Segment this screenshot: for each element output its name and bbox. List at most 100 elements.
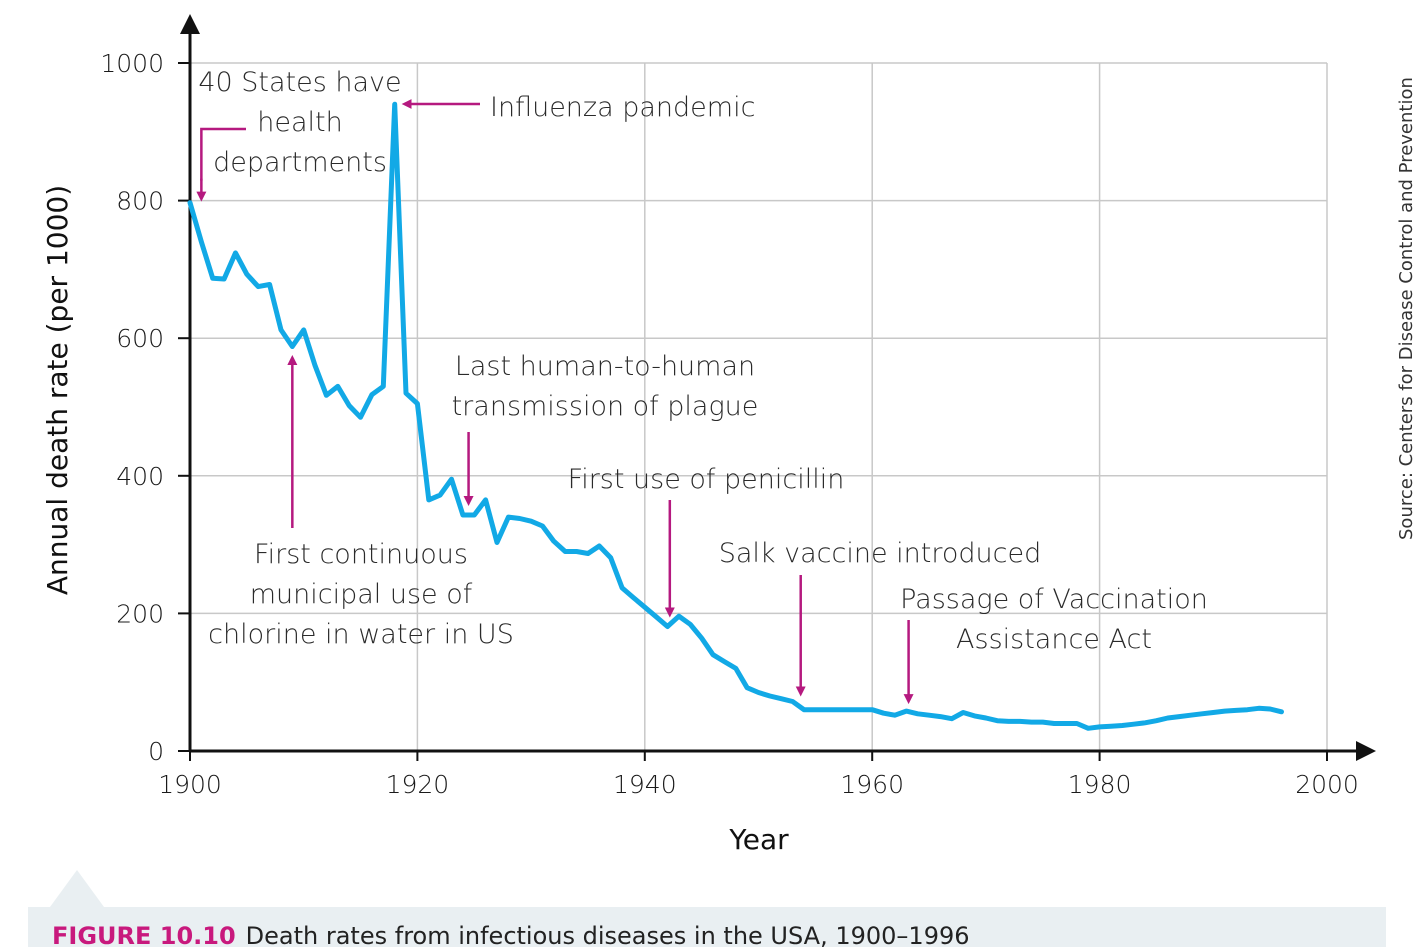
data-point <box>688 622 693 627</box>
data-point <box>790 699 795 704</box>
data-point <box>642 605 647 610</box>
data-point <box>733 666 738 671</box>
grid-lines <box>190 62 1328 751</box>
annotation-label: Influenza pandemic <box>490 92 755 123</box>
series-line-death-rate <box>187 101 1284 731</box>
caption-text: Death rates from infectious diseases in … <box>245 922 970 950</box>
data-point <box>847 707 852 712</box>
data-point <box>324 393 329 398</box>
data-point <box>597 543 602 548</box>
data-point <box>278 327 283 332</box>
y-tick-label: 600 <box>116 324 164 353</box>
data-point <box>517 516 522 521</box>
data-point <box>188 200 193 205</box>
data-point <box>699 636 704 641</box>
x-axis-arrow <box>1356 741 1376 761</box>
data-point <box>222 277 227 282</box>
data-point <box>995 718 1000 723</box>
data-point <box>563 549 568 554</box>
data-point <box>722 659 727 664</box>
y-axis-title: Annual death rate (per 1000) <box>41 185 74 595</box>
data-point <box>426 497 431 502</box>
data-point <box>1052 721 1057 726</box>
data-point <box>381 384 386 389</box>
y-tick-label: 400 <box>116 462 164 491</box>
data-point <box>915 711 920 716</box>
data-point <box>1211 710 1216 715</box>
annotation-label: Passage of Vaccination Assistance Act <box>900 584 1208 655</box>
data-point <box>369 392 374 397</box>
data-point <box>961 710 966 715</box>
data-point <box>1074 721 1079 726</box>
data-point <box>494 540 499 545</box>
data-point <box>836 707 841 712</box>
data-point <box>335 384 340 389</box>
data-point <box>1222 709 1227 714</box>
annotations: 40 States have health departments Influenza… <box>196 67 1208 705</box>
x-tick-label: 1900 <box>158 770 222 799</box>
data-point <box>665 624 670 629</box>
data-point <box>972 713 977 718</box>
data-point <box>1097 724 1102 729</box>
data-point <box>301 327 306 332</box>
data-point <box>1268 707 1273 712</box>
data-point <box>1256 706 1261 711</box>
data-point <box>904 709 909 714</box>
data-point <box>1188 713 1193 718</box>
annotation-label: First use of penicillin <box>568 464 845 495</box>
source-note: Source: Centers for Disease Control and … <box>1396 77 1414 540</box>
data-point <box>824 707 829 712</box>
data-point <box>460 513 465 518</box>
data-point <box>620 585 625 590</box>
data-point <box>1245 707 1250 712</box>
data-point <box>585 551 590 556</box>
data-point <box>540 524 545 529</box>
data-point <box>244 272 249 277</box>
data-point <box>608 555 613 560</box>
data-point <box>438 493 443 498</box>
data-point <box>949 716 954 721</box>
data-point <box>551 539 556 544</box>
data-point <box>1120 723 1125 728</box>
annotation-label: 40 States have health departments <box>198 67 401 178</box>
data-point <box>313 363 318 368</box>
data-point <box>1154 718 1159 723</box>
annotation-label: Last human-to-human transmission of plagu… <box>452 351 759 422</box>
data-point <box>801 707 806 712</box>
data-point <box>1063 721 1068 726</box>
data-point <box>756 690 761 695</box>
x-tick-label: 2000 <box>1295 770 1359 799</box>
data-point <box>1029 720 1034 725</box>
data-point <box>449 477 454 482</box>
data-point <box>1006 719 1011 724</box>
data-point <box>631 595 636 600</box>
data-point <box>813 707 818 712</box>
data-point <box>1165 715 1170 720</box>
data-point <box>654 614 659 619</box>
data-point <box>1279 709 1284 714</box>
data-point <box>927 713 932 718</box>
data-point <box>529 519 534 524</box>
y-tick-label: 0 <box>148 737 164 766</box>
data-point <box>745 685 750 690</box>
annotation-label: First continuous municipal use of chlorine… <box>208 539 514 650</box>
data-point <box>1018 719 1023 724</box>
data-point <box>1131 722 1136 727</box>
data-point <box>1143 720 1148 725</box>
data-point <box>472 513 477 518</box>
x-tick-label: 1920 <box>386 770 450 799</box>
y-axis-arrow <box>180 14 200 34</box>
data-point <box>506 515 511 520</box>
data-point <box>199 239 204 244</box>
y-tick-label: 200 <box>116 599 164 628</box>
y-tick-label: 800 <box>116 187 164 216</box>
data-point <box>983 715 988 720</box>
tick-labels: 1900 1920 1940 1960 1980 2000 0 200 400 600 800 100… <box>100 49 1358 799</box>
data-point <box>1086 726 1091 731</box>
data-point <box>676 614 681 619</box>
data-point <box>233 250 238 255</box>
data-point <box>256 284 261 289</box>
data-point <box>347 403 352 408</box>
data-point <box>767 693 772 698</box>
